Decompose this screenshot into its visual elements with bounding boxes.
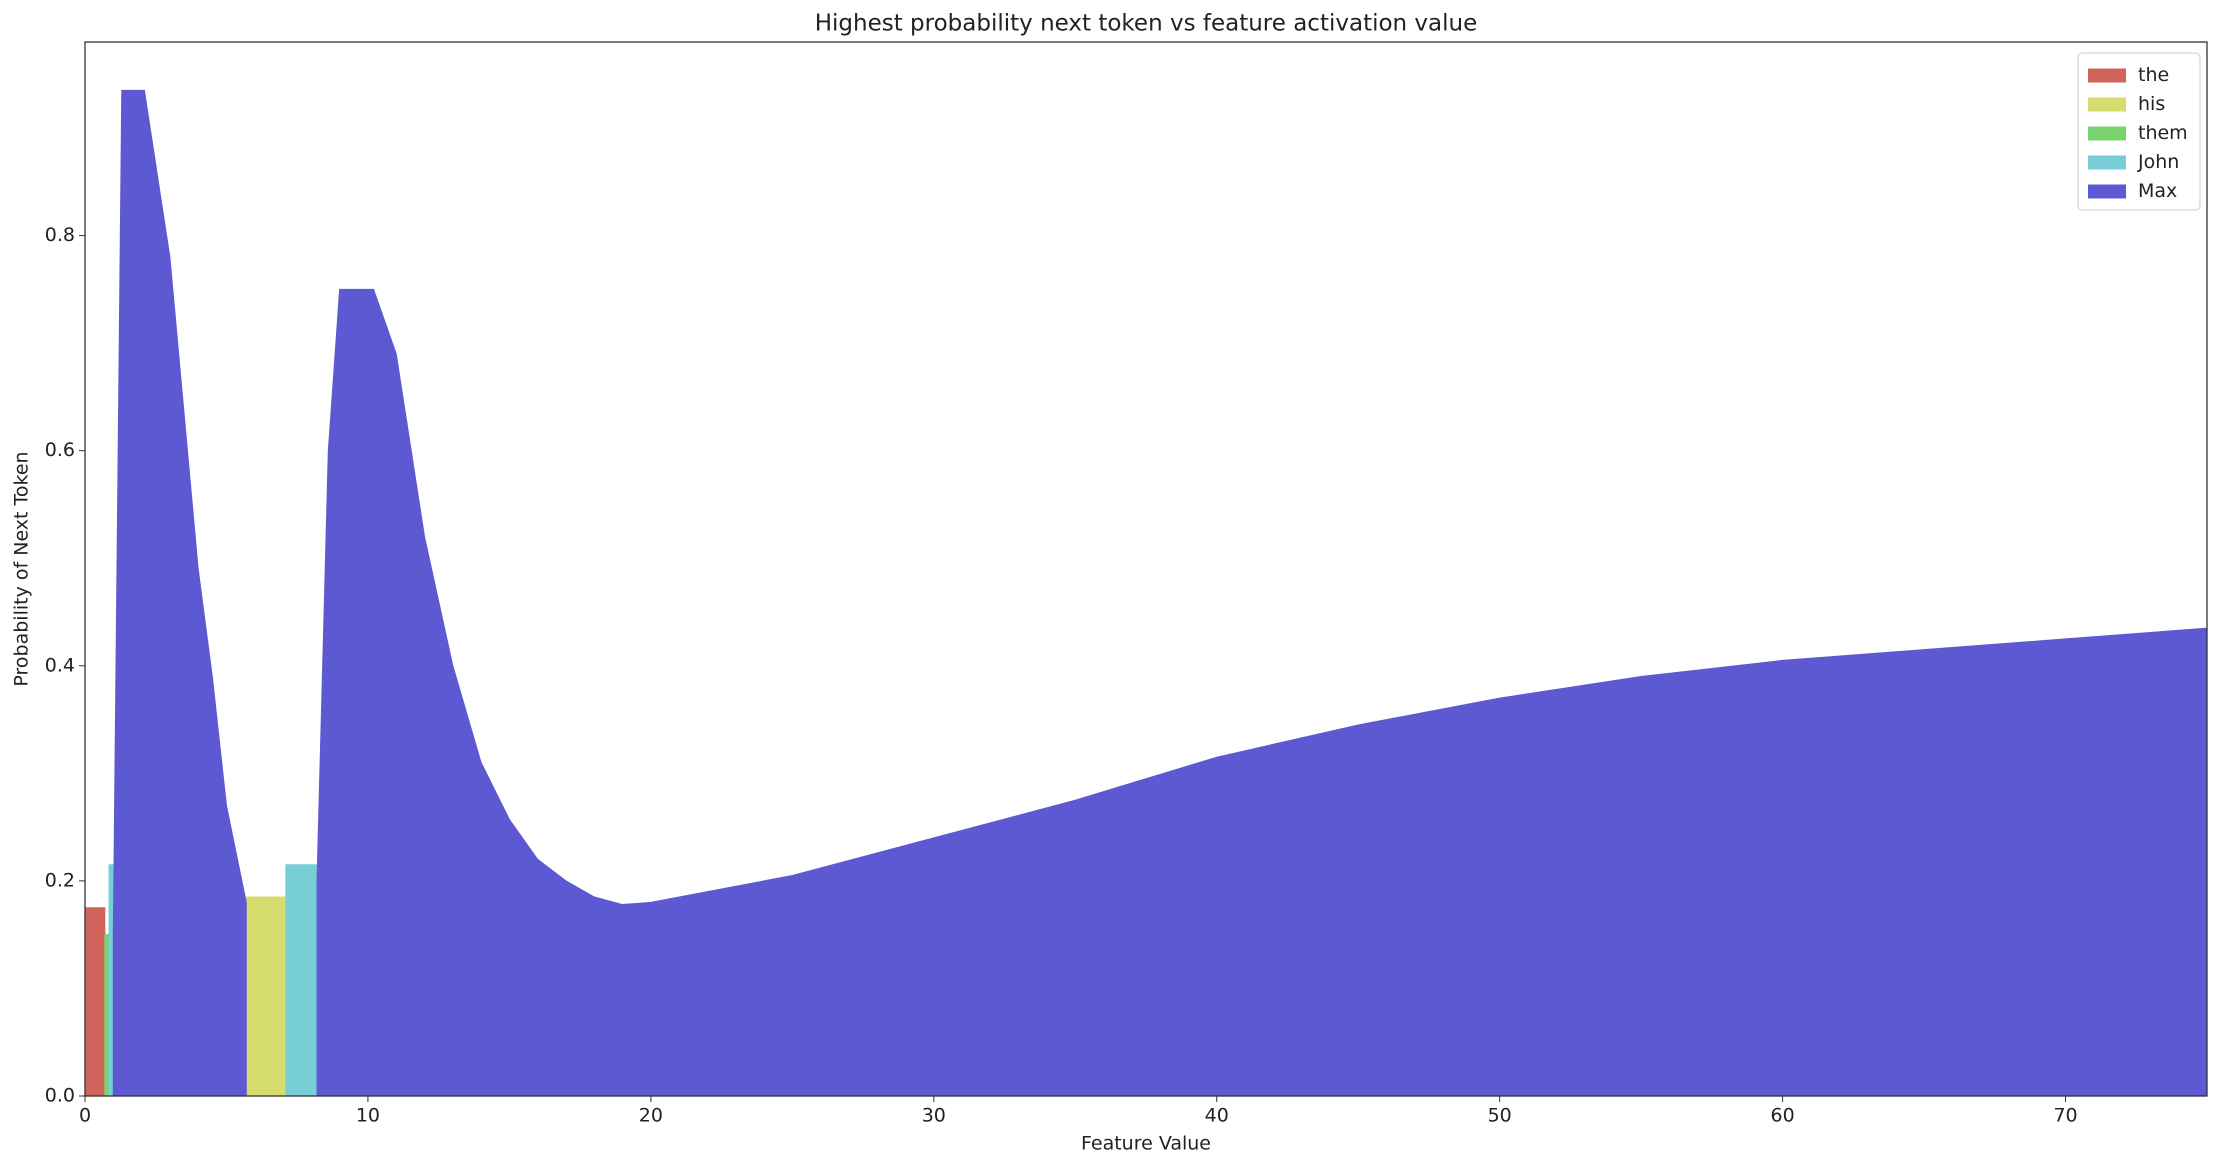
legend-swatch [2088,126,2126,141]
area [285,864,318,1097]
x-tick-label: 50 [1488,1105,1512,1127]
legend-label: the [2138,64,2169,86]
y-tick-label: 0.8 [45,224,75,246]
x-tick-label: 60 [1771,1105,1795,1127]
legend-label: his [2138,93,2165,115]
legend-swatch [2088,155,2126,170]
area [84,907,106,1097]
x-tick-label: 70 [2053,1105,2077,1127]
area [108,864,114,1097]
legend-swatch [2088,68,2126,83]
legend-label: John [2137,151,2179,173]
area [104,934,110,1097]
area [112,89,247,1097]
y-tick-label: 0.4 [45,654,75,676]
y-axis-label: Probability of Next Token [11,451,33,686]
legend-swatch [2088,184,2126,199]
x-tick-label: 10 [356,1105,380,1127]
y-tick-label: 0.2 [45,869,75,891]
area [245,896,287,1097]
plot-frame [84,41,2208,1097]
x-axis-label: Feature Value [1081,1133,1211,1155]
area [316,288,2208,1097]
legend-label: them [2138,122,2188,144]
y-tick-label: 0.6 [45,439,75,461]
legend-box [2077,52,2201,211]
chart-title: Highest probability next token vs featur… [815,11,1478,37]
x-tick-label: 30 [922,1105,946,1127]
x-tick-label: 20 [639,1105,663,1127]
legend-swatch [2088,97,2126,112]
legend-label: Max [2138,180,2177,202]
x-tick-label: 0 [79,1105,91,1127]
y-tick-label: 0.0 [45,1085,75,1107]
x-tick-label: 40 [1205,1105,1229,1127]
